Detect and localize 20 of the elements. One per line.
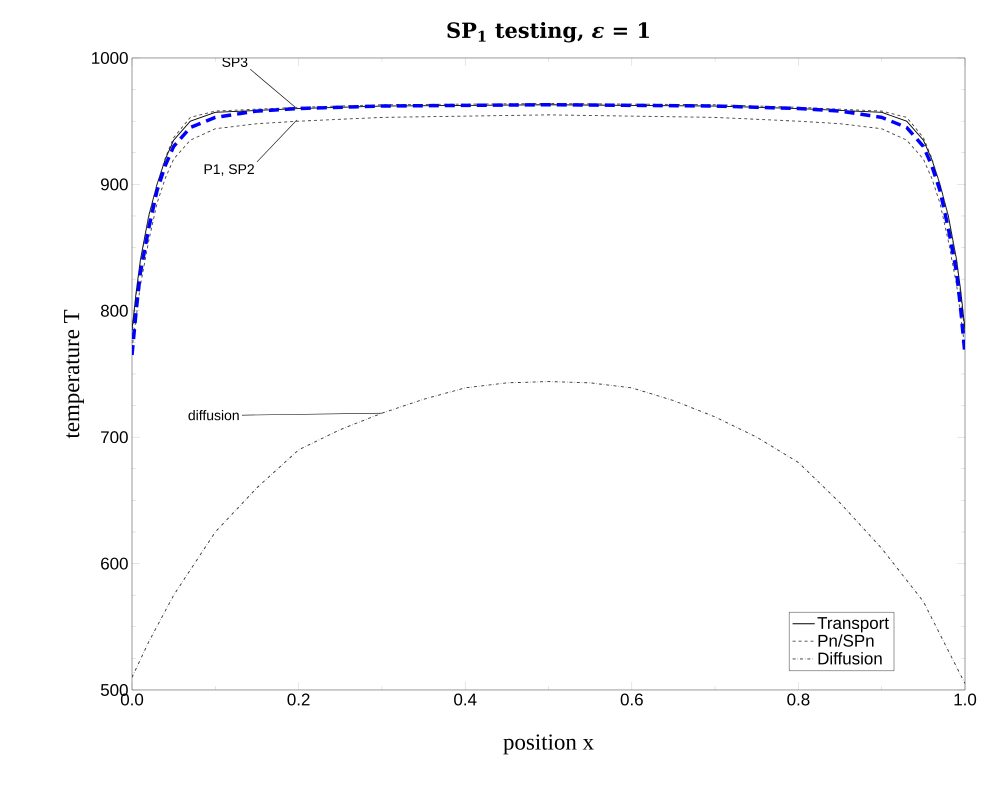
y-tick-label: 800 [100, 304, 128, 317]
legend-label: Transport [818, 617, 889, 632]
y-tick-label: 1000 [92, 52, 128, 64]
y-tick-label: 900 [101, 178, 128, 190]
x-tick-label: 0.2 [287, 694, 310, 706]
x-tick-label: 0.6 [620, 694, 643, 706]
x-tick-label: 0.4 [454, 694, 476, 706]
x-tick-label: 0.8 [787, 694, 810, 706]
chart-title: SP$_{1}$ testing, ε = 1 [447, 22, 649, 42]
annotation: P1, SP2 [204, 164, 254, 176]
legend-label: Pn/SPn [818, 634, 874, 647]
annotation: diffusion [188, 410, 239, 420]
y-tick-label: 600 [101, 558, 128, 570]
x-tick-label: 0.0 [120, 694, 144, 706]
y-tick-label: 700 [101, 431, 128, 444]
y-axis-title: temperature T [64, 310, 84, 438]
x-tick-label: 1.0 [954, 694, 976, 706]
x-axis-title: position x [503, 734, 594, 754]
legend-label: Diffusion [818, 652, 882, 665]
y-tick-label: 500 [100, 684, 128, 696]
